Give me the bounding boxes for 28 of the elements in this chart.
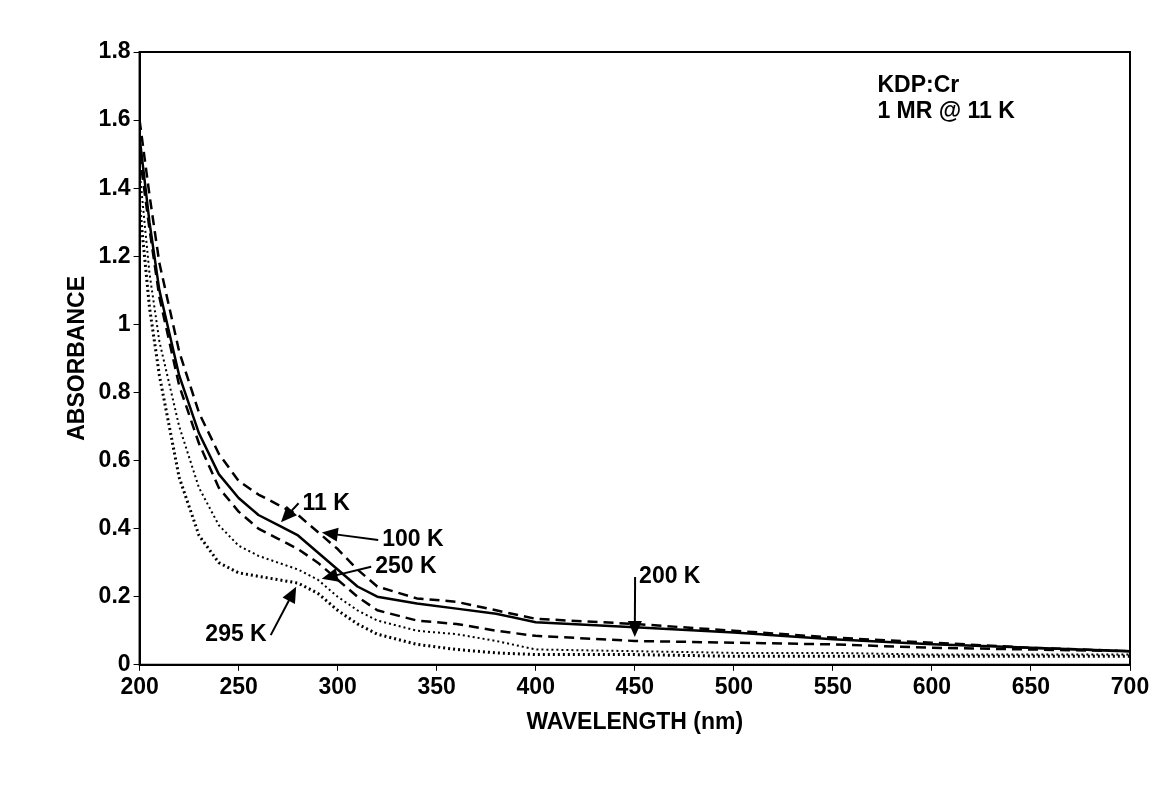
x-tick-label: 700 — [1110, 672, 1150, 699]
annotation: 100 K — [382, 525, 444, 552]
y-tick-label: 1.8 — [98, 37, 131, 64]
y-tick-label: 0.4 — [98, 513, 131, 540]
y-axis-title: ABSORBANCE — [63, 275, 90, 441]
y-tick-label: 1.6 — [98, 105, 131, 132]
x-tick-label: 600 — [912, 672, 952, 699]
x-tick-label: 350 — [417, 672, 456, 699]
y-tick-label: 1.2 — [98, 241, 131, 268]
annotation: 11 K — [302, 488, 351, 515]
x-tick-label: 650 — [1011, 672, 1051, 699]
y-tick-label: 1 — [117, 309, 131, 336]
annotation: 200 K — [639, 562, 701, 589]
x-tick-label: 400 — [516, 672, 555, 699]
y-tick-label: 0.8 — [98, 377, 131, 404]
x-axis-title: WAVELENGTH (nm) — [526, 707, 744, 734]
annotation: 295 K — [205, 620, 268, 647]
annotation: 1 MR @ 11 K — [877, 96, 1016, 123]
annotation: KDP:Cr — [877, 70, 960, 97]
y-tick-label: 1.4 — [98, 173, 131, 200]
annotation: 250 K — [375, 552, 437, 579]
x-tick-label: 250 — [219, 672, 258, 699]
y-tick-label: 0.6 — [98, 445, 131, 472]
x-tick-label: 450 — [615, 672, 654, 699]
x-tick-label: 300 — [318, 672, 357, 699]
x-tick-label: 550 — [813, 672, 853, 699]
x-tick-label: 500 — [714, 672, 754, 699]
y-tick-label: 0.2 — [98, 582, 131, 609]
